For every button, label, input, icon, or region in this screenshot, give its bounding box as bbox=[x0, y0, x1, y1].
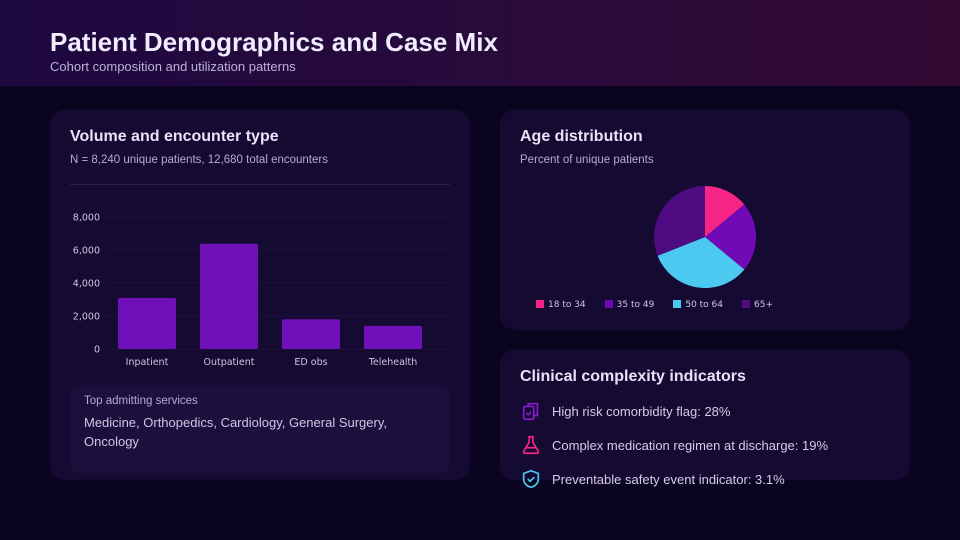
indicator-text: High risk comorbidity flag: 28% bbox=[552, 403, 731, 419]
x-tick-label: Outpatient bbox=[203, 357, 254, 368]
x-tick-label: Telehealth bbox=[368, 357, 418, 368]
indicator-item: Preventable safety event indicator: 3.1% bbox=[520, 468, 785, 490]
legend-swatch bbox=[604, 300, 613, 308]
complexity-card: Clinical complexity indicators High risk… bbox=[500, 350, 910, 489]
volume-subtitle: N = 8,240 unique patients, 12,680 total … bbox=[70, 154, 328, 166]
x-tick-label: ED obs bbox=[294, 357, 327, 368]
services-value: Medicine, Orthopedics, Cardiology, Gener… bbox=[84, 415, 387, 449]
bar-chart: 0 2,000 4,000 6,000 8,000 Inpatient Outpatient… bbox=[73, 213, 450, 368]
indicator-text: Complex medication regimen at discharge:… bbox=[552, 437, 829, 453]
indicator-text: Preventable safety event indicator: 3.1% bbox=[552, 471, 785, 487]
legend-item: 35 to 49 bbox=[604, 300, 655, 310]
bar bbox=[118, 297, 176, 349]
flask-icon bbox=[522, 435, 540, 455]
shield-check-icon bbox=[522, 469, 540, 489]
x-tick-label: Inpatient bbox=[126, 357, 169, 368]
legend-label: 65+ bbox=[754, 300, 774, 310]
bar bbox=[282, 319, 340, 349]
indicator-item: Complex medication regimen at discharge:… bbox=[520, 434, 828, 456]
volume-title: Volume and encounter type bbox=[70, 128, 279, 145]
pie-slice bbox=[705, 204, 756, 270]
pie-chart bbox=[654, 186, 756, 288]
legend-swatch bbox=[536, 300, 544, 308]
indicator-item: High risk comorbidity flag: 28% bbox=[520, 400, 730, 422]
header: Patient Demographics and Case Mix Cohort… bbox=[0, 0, 960, 86]
bar bbox=[364, 325, 422, 349]
y-tick-label: 2,000 bbox=[73, 312, 100, 323]
y-tick-label: 4,000 bbox=[73, 279, 100, 290]
legend-label: 50 to 64 bbox=[685, 300, 724, 310]
legend-swatch bbox=[673, 300, 682, 308]
bar bbox=[200, 243, 258, 349]
page-title: Patient Demographics and Case Mix bbox=[50, 27, 498, 57]
complexity-title: Clinical complexity indicators bbox=[520, 368, 746, 385]
pie-slice bbox=[654, 186, 705, 256]
legend-item: 65+ bbox=[742, 300, 773, 310]
services-label: Top admitting services bbox=[84, 395, 198, 407]
clipboard-check-icon bbox=[522, 402, 539, 421]
pie-slice bbox=[657, 237, 745, 288]
divider bbox=[70, 184, 450, 185]
legend-label: 35 to 49 bbox=[616, 300, 655, 310]
legend-label: 18 to 34 bbox=[548, 300, 586, 310]
top-services-panel: Top admitting services Medicine, Orthope… bbox=[70, 385, 450, 473]
page-subtitle: Cohort composition and utilization patte… bbox=[50, 59, 296, 74]
y-tick-label: 0 bbox=[94, 345, 100, 356]
legend-swatch bbox=[742, 300, 751, 308]
age-title: Age distribution bbox=[520, 128, 643, 145]
age-card: Age distribution Percent of unique patie… bbox=[500, 110, 910, 330]
pie-legend: 18 to 34 35 to 49 50 to 64 65+ bbox=[536, 300, 773, 310]
legend-item: 18 to 34 bbox=[536, 300, 586, 310]
y-tick-label: 6,000 bbox=[73, 246, 100, 257]
volume-card: Volume and encounter type N = 8,240 uniq… bbox=[50, 110, 470, 480]
y-tick-label: 8,000 bbox=[73, 213, 100, 224]
pie-slice bbox=[705, 186, 745, 237]
legend-item: 50 to 64 bbox=[673, 300, 723, 310]
age-subtitle: Percent of unique patients bbox=[520, 154, 654, 166]
